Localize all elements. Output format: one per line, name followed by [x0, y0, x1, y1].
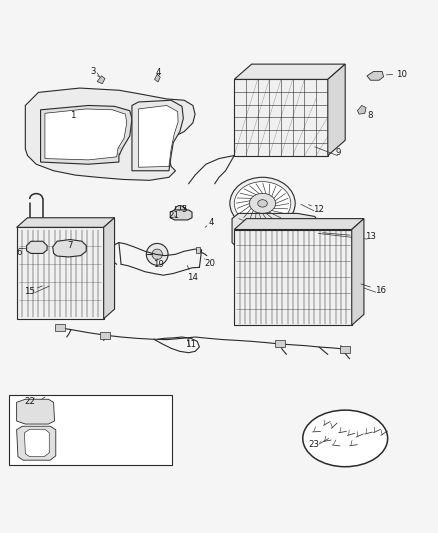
Polygon shape	[25, 88, 195, 180]
Bar	[55, 324, 65, 331]
Polygon shape	[239, 230, 286, 240]
Bar	[196, 247, 200, 254]
Text: 22: 22	[24, 397, 35, 406]
Polygon shape	[234, 219, 364, 230]
Polygon shape	[155, 74, 160, 82]
Polygon shape	[132, 100, 184, 171]
Circle shape	[74, 439, 83, 447]
Circle shape	[58, 244, 67, 253]
Ellipse shape	[234, 182, 291, 225]
Polygon shape	[232, 213, 319, 249]
Bar	[100, 332, 110, 339]
Polygon shape	[17, 399, 54, 424]
Ellipse shape	[239, 233, 246, 243]
Text: 14: 14	[187, 273, 198, 282]
Ellipse shape	[258, 200, 267, 207]
Bar	[234, 230, 352, 325]
Polygon shape	[138, 106, 178, 167]
Text: 21: 21	[169, 211, 180, 220]
Circle shape	[152, 249, 162, 260]
Polygon shape	[41, 106, 132, 164]
Text: 4: 4	[208, 217, 214, 227]
Bar	[17, 228, 104, 319]
Polygon shape	[25, 429, 49, 457]
Text: 4: 4	[155, 68, 161, 77]
Text: 5: 5	[181, 205, 187, 214]
Text: 6: 6	[16, 248, 21, 256]
Circle shape	[21, 406, 29, 414]
Text: 13: 13	[365, 232, 376, 241]
Ellipse shape	[258, 233, 265, 243]
Polygon shape	[53, 239, 86, 257]
Polygon shape	[170, 210, 192, 220]
Text: 12: 12	[313, 205, 324, 214]
Ellipse shape	[99, 433, 126, 451]
Text: 16: 16	[375, 286, 386, 295]
Bar	[340, 346, 350, 353]
Ellipse shape	[136, 435, 154, 448]
Polygon shape	[367, 71, 384, 80]
Text: 15: 15	[24, 287, 35, 296]
Circle shape	[70, 434, 88, 451]
Text: 1: 1	[71, 110, 76, 119]
Polygon shape	[328, 64, 345, 156]
Ellipse shape	[267, 233, 274, 243]
Circle shape	[175, 206, 185, 216]
Polygon shape	[352, 219, 364, 325]
Circle shape	[41, 406, 49, 414]
Polygon shape	[17, 426, 56, 460]
Text: 8: 8	[368, 110, 373, 119]
Bar	[275, 341, 285, 348]
Circle shape	[32, 400, 39, 408]
Ellipse shape	[303, 410, 388, 467]
Text: 19: 19	[153, 260, 164, 269]
Ellipse shape	[250, 193, 276, 213]
Polygon shape	[97, 76, 105, 84]
Text: 9: 9	[336, 148, 341, 157]
Polygon shape	[357, 106, 366, 114]
Circle shape	[240, 234, 251, 244]
Polygon shape	[104, 218, 115, 319]
Ellipse shape	[277, 233, 284, 243]
Bar	[234, 79, 328, 156]
Polygon shape	[17, 218, 115, 228]
Bar	[9, 395, 173, 465]
Text: 20: 20	[204, 259, 215, 268]
Text: 11: 11	[185, 341, 196, 349]
Circle shape	[146, 244, 168, 265]
Ellipse shape	[248, 233, 255, 243]
Text: 7: 7	[67, 241, 73, 250]
Text: 10: 10	[396, 70, 407, 79]
Text: 23: 23	[308, 440, 319, 449]
Polygon shape	[45, 109, 127, 160]
Ellipse shape	[230, 177, 295, 230]
Polygon shape	[27, 241, 47, 254]
Text: 3: 3	[90, 67, 95, 76]
Ellipse shape	[286, 233, 293, 243]
Polygon shape	[234, 64, 345, 79]
